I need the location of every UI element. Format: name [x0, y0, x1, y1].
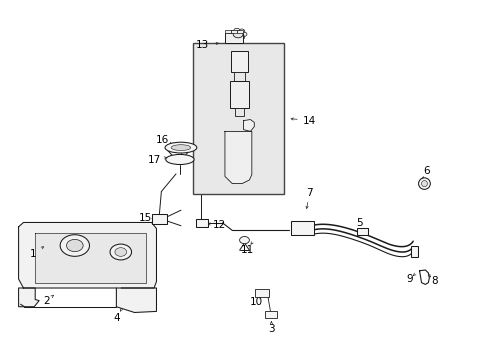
- Text: 14: 14: [302, 116, 316, 126]
- Text: 15: 15: [139, 213, 152, 223]
- Circle shape: [66, 239, 83, 252]
- Bar: [224, 30, 230, 33]
- Circle shape: [233, 28, 239, 32]
- Polygon shape: [19, 288, 39, 307]
- Circle shape: [241, 32, 246, 36]
- Ellipse shape: [418, 178, 429, 189]
- Text: 4: 4: [113, 312, 120, 323]
- Bar: [356, 228, 367, 235]
- Polygon shape: [19, 222, 156, 288]
- Circle shape: [233, 36, 239, 40]
- Bar: [254, 289, 269, 297]
- Bar: [230, 30, 236, 33]
- Text: 9: 9: [406, 274, 412, 284]
- Bar: [151, 214, 167, 224]
- Text: 7: 7: [305, 188, 312, 198]
- Bar: [193, 43, 283, 194]
- Text: 16: 16: [156, 135, 169, 145]
- Polygon shape: [116, 288, 156, 312]
- Circle shape: [115, 248, 126, 256]
- Bar: [230, 51, 248, 72]
- Text: 10: 10: [250, 297, 263, 307]
- Text: 11: 11: [240, 245, 253, 255]
- Bar: [234, 108, 244, 116]
- Ellipse shape: [165, 154, 194, 165]
- Text: 2: 2: [43, 296, 50, 306]
- Bar: [236, 30, 242, 33]
- Bar: [195, 219, 207, 227]
- Text: 6: 6: [422, 166, 429, 176]
- Ellipse shape: [171, 145, 190, 150]
- Bar: [290, 221, 314, 235]
- Polygon shape: [224, 131, 251, 184]
- Bar: [410, 246, 417, 257]
- Text: 12: 12: [212, 220, 225, 230]
- Circle shape: [238, 35, 244, 39]
- Circle shape: [229, 34, 235, 38]
- Circle shape: [239, 237, 249, 244]
- Bar: [233, 72, 245, 81]
- Text: 13: 13: [196, 40, 209, 50]
- Text: 5: 5: [355, 218, 362, 228]
- Bar: [264, 311, 276, 318]
- Bar: [229, 81, 249, 108]
- Circle shape: [229, 30, 235, 35]
- Circle shape: [110, 244, 131, 260]
- Bar: [224, 33, 242, 43]
- Text: 3: 3: [267, 324, 274, 334]
- Circle shape: [60, 235, 89, 256]
- Ellipse shape: [421, 181, 427, 187]
- Polygon shape: [243, 120, 254, 131]
- Circle shape: [233, 31, 243, 38]
- Text: 1: 1: [30, 249, 37, 259]
- Circle shape: [238, 29, 244, 33]
- Text: 17: 17: [147, 155, 161, 165]
- Ellipse shape: [164, 142, 196, 153]
- Text: 8: 8: [430, 276, 437, 286]
- Polygon shape: [35, 233, 145, 283]
